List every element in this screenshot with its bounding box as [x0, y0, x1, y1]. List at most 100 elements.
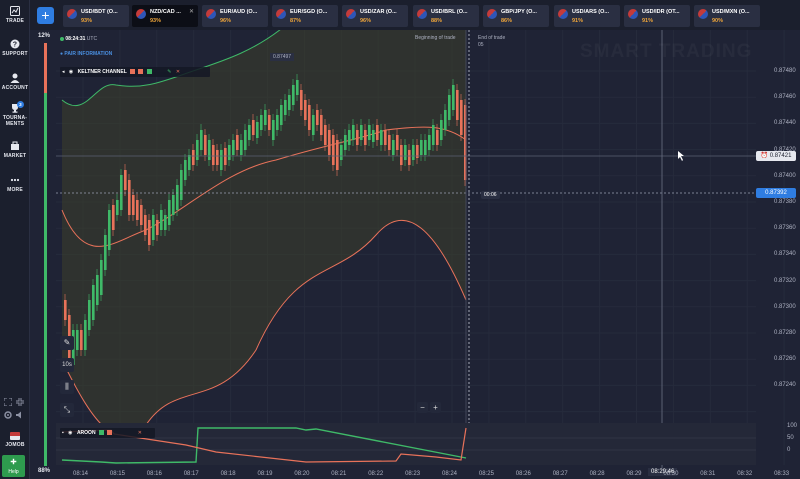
collapse-icon[interactable]: ◂ [62, 69, 65, 75]
asset-payout: 96% [360, 18, 372, 24]
candle [432, 125, 435, 145]
collapse-icon[interactable]: ▪ [62, 430, 64, 436]
asset-tab[interactable]: GBP/JPY (O... 86% [483, 5, 549, 27]
asset-tab[interactable]: USD/BRL (O... 88% [413, 5, 479, 27]
visibility-icon[interactable]: ◉ [68, 430, 73, 436]
end-of-trade-time: 05 [478, 42, 484, 48]
candle [388, 135, 391, 150]
close-tab-icon[interactable]: ✕ [188, 9, 194, 15]
candle [188, 155, 191, 170]
color-swatch[interactable] [107, 430, 113, 436]
candle [256, 122, 259, 138]
timeframe-icon: 10s [62, 362, 72, 368]
candle [216, 150, 219, 165]
chart-type-button[interactable]: ⫼ [60, 380, 74, 394]
alarm-icon[interactable]: ⏰ [760, 153, 769, 159]
asset-tab[interactable]: NZD/CAD ... 93% ✕ [132, 5, 198, 27]
candle [132, 195, 135, 215]
asset-tab[interactable]: USD/BDT (O... 93% [63, 5, 129, 27]
asset-name: EUR/AUD (O... [220, 9, 258, 15]
candle [104, 235, 107, 270]
x-axis-label: 08:32 [737, 471, 753, 477]
edit-icon[interactable]: ✎ [167, 69, 172, 75]
candle [220, 150, 223, 170]
sidebar-item-trade[interactable]: TRADE [0, 6, 30, 24]
end-of-trade-label: End of trade [478, 35, 506, 41]
zoom-in-button[interactable]: + [430, 402, 441, 413]
settings-icon[interactable] [4, 411, 12, 419]
asset-tab[interactable]: EUR/SGD (O... 87% [272, 5, 338, 27]
candle [168, 200, 171, 225]
asset-tab[interactable]: EUR/AUD (O... 96% [202, 5, 268, 27]
visibility-icon[interactable]: ◉ [68, 69, 74, 75]
support-icon: ? [10, 39, 20, 49]
sidebar-item-more[interactable]: MORE [0, 175, 30, 193]
candle [416, 145, 419, 158]
sound-icon[interactable] [16, 411, 24, 419]
aroon-level-label: 100 [787, 423, 798, 429]
candle [364, 130, 367, 145]
asset-payout: 86% [501, 18, 513, 24]
candle [404, 145, 407, 160]
y-axis-label: 0.87400 [774, 172, 796, 179]
x-axis-label: 08:22 [368, 471, 384, 477]
candle [316, 110, 319, 125]
pair-information-link[interactable]: ● PAIR INFORMATION [60, 51, 112, 57]
sidebar-item-label: MORE [7, 187, 23, 193]
candle [100, 260, 103, 295]
zoom-out-button[interactable]: − [417, 402, 428, 413]
sidebar-item-support[interactable]: ? SUPPORT [0, 39, 30, 57]
candle [116, 200, 119, 215]
clock: 08:24:31 UTC [60, 36, 97, 42]
currency-flag-icon [67, 9, 77, 19]
color-swatch[interactable] [146, 69, 152, 75]
color-swatch[interactable] [138, 69, 144, 75]
sidebar-item-tournaments[interactable]: 3 TOURNA- MENTS [0, 101, 30, 127]
asset-tab[interactable]: USD/ARS (O... 91% [554, 5, 620, 27]
remove-icon[interactable]: ✕ [175, 69, 181, 75]
asset-name: USD/MXN (O... [712, 9, 750, 15]
candle [448, 95, 451, 120]
aroon-panel [56, 423, 756, 465]
candle [244, 130, 247, 150]
currency-flag-icon [628, 9, 638, 19]
chart-canvas[interactable] [56, 30, 800, 479]
asset-payout: 90% [712, 18, 724, 24]
candle [272, 120, 275, 140]
exit-fullscreen-icon[interactable] [16, 398, 24, 406]
color-swatch[interactable] [130, 69, 136, 75]
y-axis-label: 0.87360 [774, 225, 796, 232]
indicators-button[interactable]: ⤡ [60, 403, 74, 417]
live-dot [60, 36, 64, 41]
remove-icon[interactable]: ✕ [137, 430, 142, 436]
help-button[interactable]: Help [2, 455, 25, 477]
aroon-indicator-bar[interactable]: ▪ ◉ AROON ✕ [60, 428, 155, 438]
asset-tab[interactable]: USD/ZAR (O... 96% [342, 5, 408, 27]
draw-tool-button[interactable]: ✎ [60, 336, 74, 350]
candle [204, 135, 207, 155]
price-chart[interactable]: SMART TRADING 08:24:31 UTC ● PAIR INFORM… [56, 30, 800, 477]
asset-payout: 93% [81, 18, 93, 24]
candle [328, 130, 331, 155]
user-profile[interactable]: JOMOB [0, 432, 30, 448]
asset-tab[interactable]: USD/MXN (O... 90% [694, 5, 760, 27]
countdown-badge: 00:06 [481, 191, 500, 199]
currency-flag-icon [487, 9, 497, 19]
asset-tab[interactable]: USD/IDR (OT... 91% [624, 5, 690, 27]
color-swatch[interactable] [98, 430, 104, 436]
candle [64, 300, 67, 320]
timeframe-button[interactable]: 10s [60, 358, 74, 372]
sidebar-item-market[interactable]: MARKET [0, 141, 30, 159]
candle [348, 130, 351, 145]
keltner-indicator-bar[interactable]: ◂ ◉ KELTNER CHANNEL ✎ ✕ [60, 67, 210, 77]
sidebar-item-account[interactable]: ACCOUNT [0, 73, 30, 91]
add-asset-button[interactable]: + [37, 7, 54, 24]
sentiment-bottom-pct: 88% [38, 468, 51, 474]
sidebar: TRADE ? SUPPORT ACCOUNT 3 TOURNA- MENTS … [0, 0, 30, 479]
candle [284, 100, 287, 115]
fullscreen-icon[interactable] [4, 398, 12, 406]
currency-flag-icon [698, 9, 708, 19]
candle [176, 185, 179, 210]
candle [464, 105, 467, 180]
candle [408, 150, 411, 165]
